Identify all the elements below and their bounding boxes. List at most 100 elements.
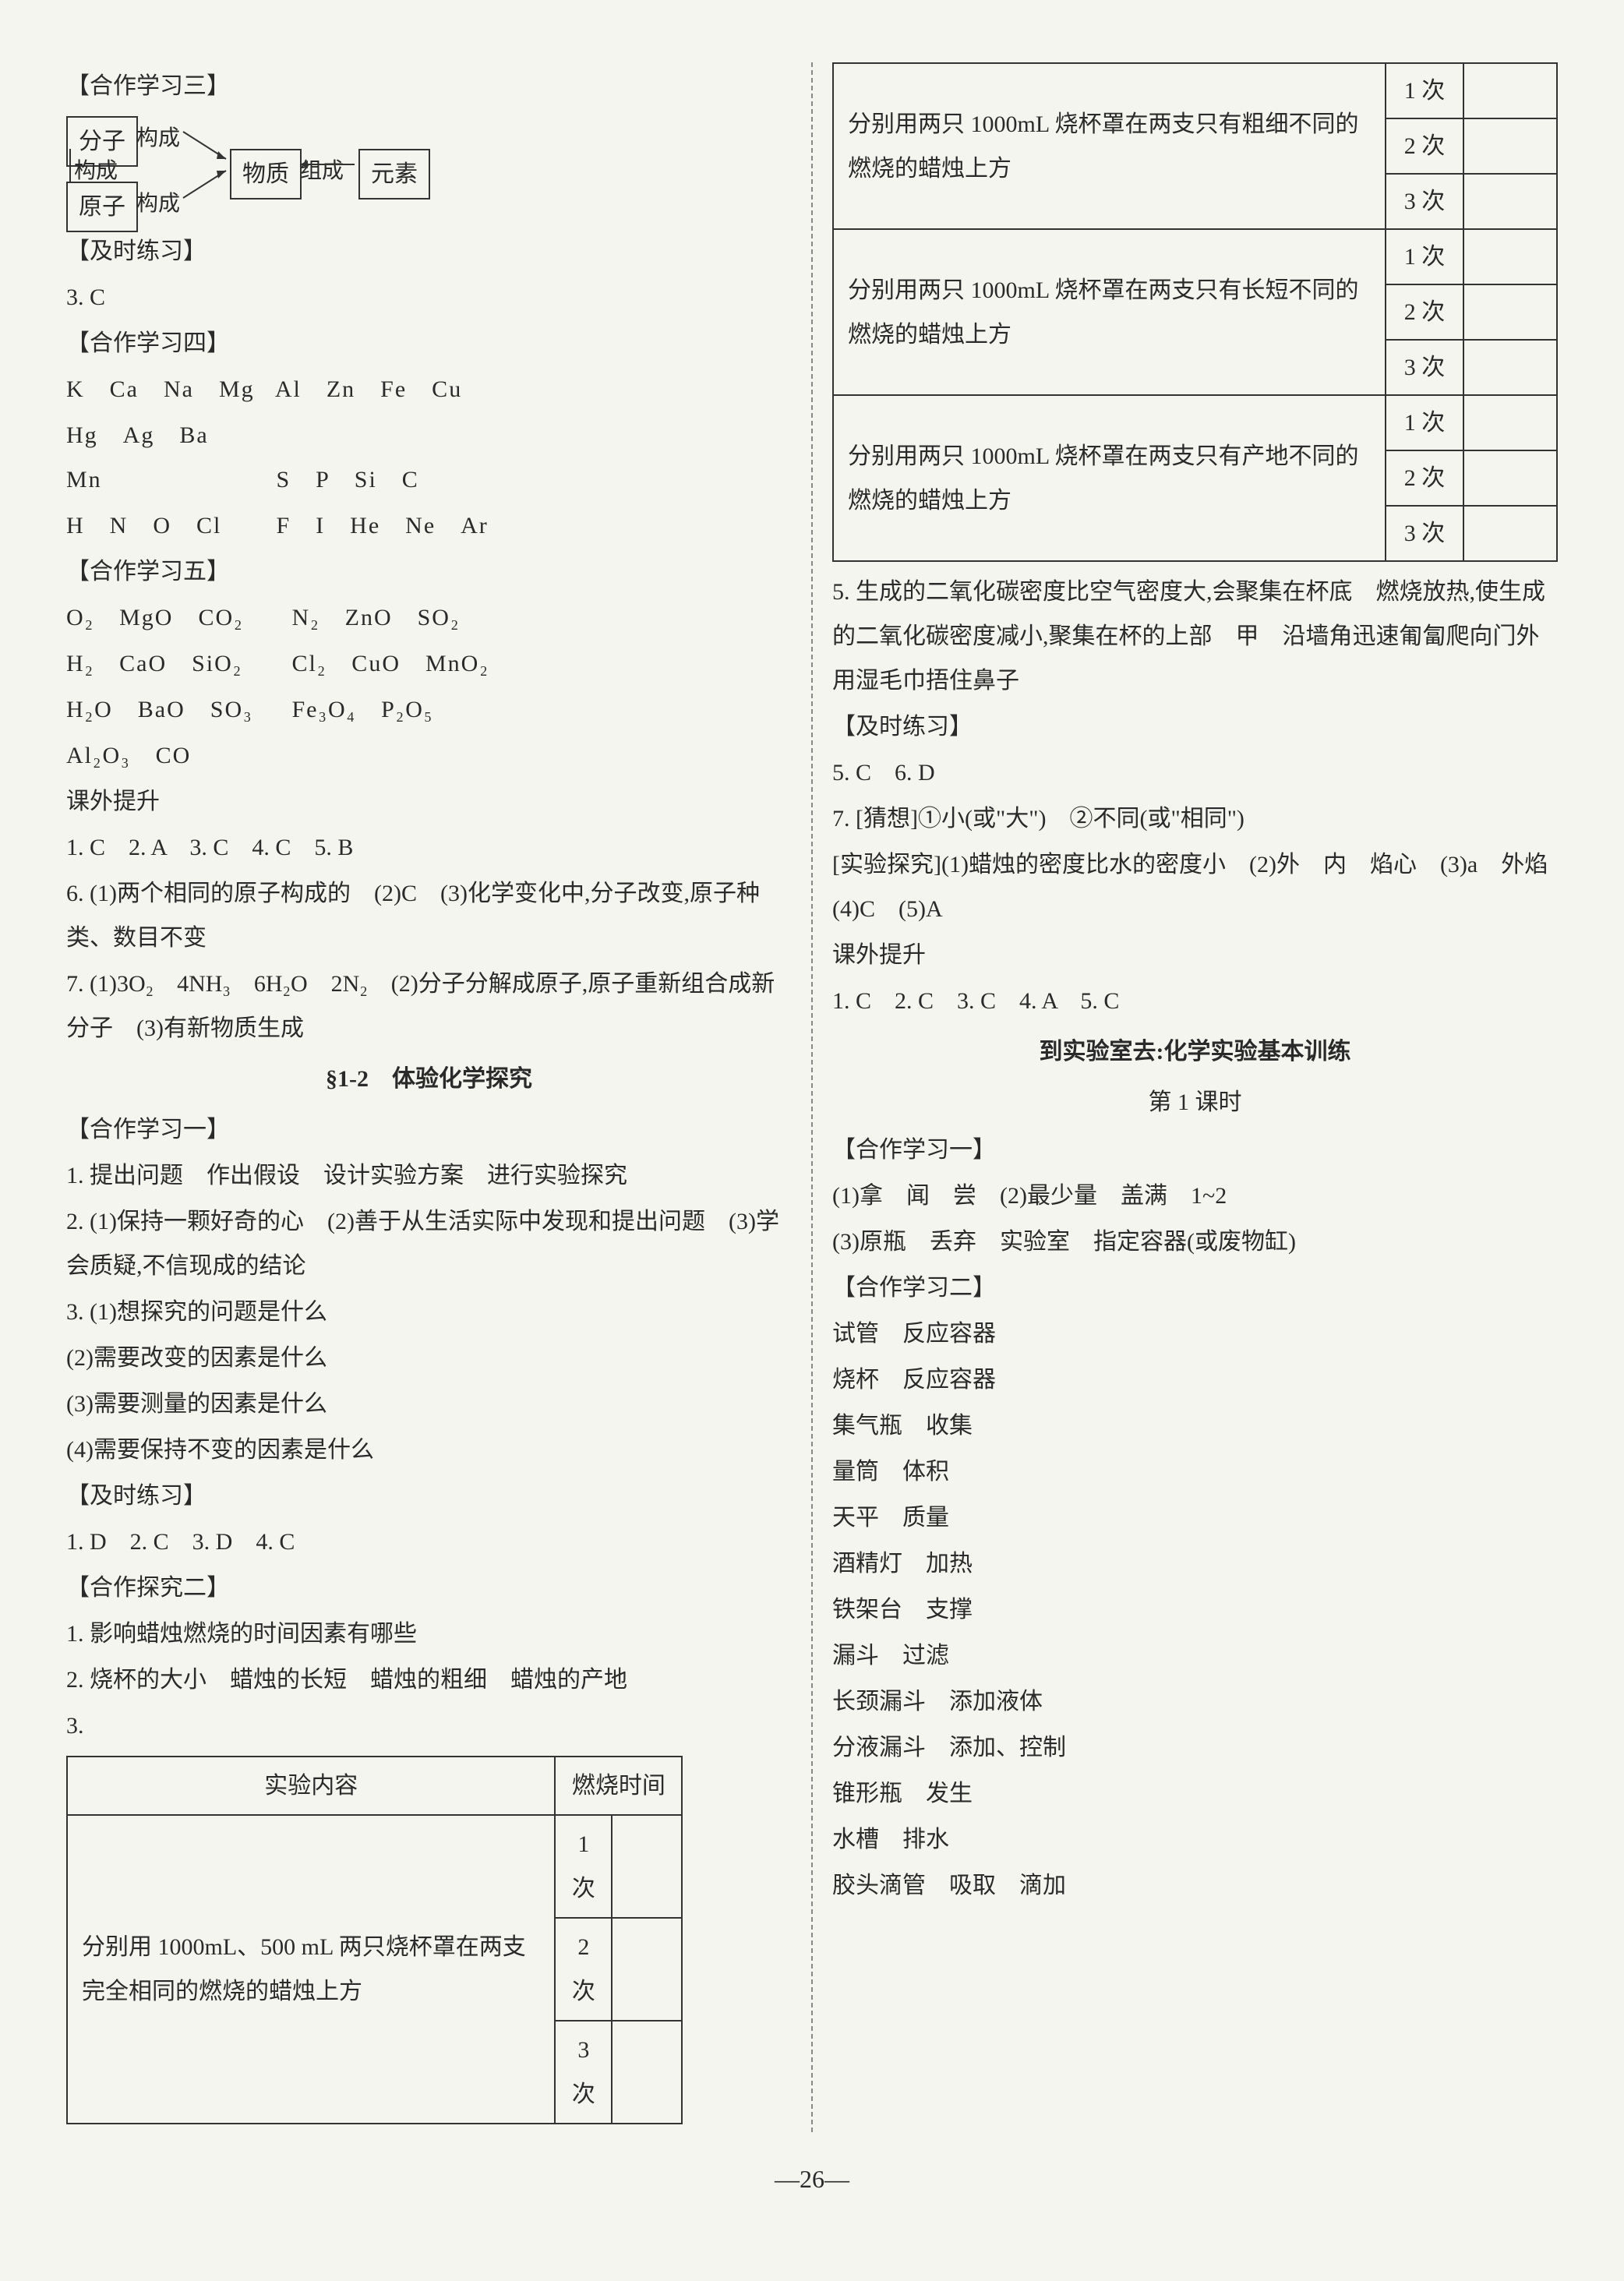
tanjiu-line: 1. 影响蜡烛燃烧的时间因素有哪些 [66, 1612, 792, 1656]
kewai-answers: 1. C 2. A 3. C 4. C 5. B [66, 825, 792, 870]
jishi3-answers: 5. C 6. D [832, 750, 1558, 795]
section-header-jishi1: 【及时练习】 [66, 229, 792, 274]
item-7-guess: 7. [猜想]①小(或"大") ②不同(或"相同") [832, 796, 1558, 841]
concept-diagram: 分子 构成 原子 构成 构成 物质 组成 元素 [66, 116, 792, 217]
lab2-item: 酒精灯 加热 [832, 1541, 1558, 1586]
section-header-jishi3: 【及时练习】 [832, 704, 1558, 749]
section-header-hezuo-s2-1: 【合作学习一】 [66, 1107, 792, 1152]
table-count-cell: 2 次 [1386, 118, 1463, 174]
kewai-item6: 6. (1)两个相同的原子构成的 (2)C (3)化学变化中,分子改变,原子种类… [66, 871, 792, 960]
lab2-item: 水槽 排水 [832, 1817, 1558, 1862]
table-count-cell: 3 次 [1386, 174, 1463, 229]
kewai2-answers: 1. C 2. C 3. C 4. A 5. C [832, 979, 1558, 1023]
lab2-item: 长颈漏斗 添加液体 [832, 1679, 1558, 1724]
table-blank-cell [612, 1918, 682, 2021]
elem-cell: K Ca Na Mg [66, 367, 269, 411]
section-header-hezuo3: 【合作学习三】 [66, 64, 792, 108]
table-blank-cell [1463, 118, 1557, 174]
lab1-line: (3)原瓶 丢弃 实验室 指定容器(或废物缸) [832, 1220, 1558, 1264]
elem-cell: S P Si C [277, 467, 419, 493]
comp-cell: Cl₂ CuO MnO₂ [292, 651, 489, 676]
table-count-cell: 1 次 [1386, 229, 1463, 284]
table-blank-cell [1463, 174, 1557, 229]
lab2-item: 量筒 体积 [832, 1449, 1558, 1494]
jishi1-item: 3. C [66, 275, 792, 320]
hezuo-s2-line: (2)需要改变的因素是什么 [66, 1336, 792, 1380]
item-7-experiment: [实验探究](1)蜡烛的密度比水的密度小 (2)外 内 焰心 (3)a 外焰 (… [832, 842, 1558, 931]
table-blank-cell [1463, 395, 1557, 450]
section-header-kewai1: 课外提升 [66, 779, 792, 824]
item-5: 5. 生成的二氧化碳密度比空气密度大,会聚集在杯底 燃烧放热,使生成的二氧化碳密… [832, 570, 1558, 703]
tanjiu-line: 2. 烧杯的大小 蜡烛的长短 蜡烛的粗细 蜡烛的产地 [66, 1658, 792, 1702]
table-count-cell: 1 次 [1386, 395, 1463, 450]
lab2-item: 天平 质量 [832, 1495, 1558, 1540]
elem-cell: H N O Cl [66, 503, 269, 548]
table-blank-cell [1463, 340, 1557, 395]
comp-cell: O₂ MgO CO₂ [66, 595, 284, 640]
section-header-jishi2: 【及时练习】 [66, 1474, 792, 1518]
comp-cell: H₂O BaO SO₃ [66, 687, 284, 732]
table-header-row: 实验内容 燃烧时间 [67, 1757, 682, 1815]
lab2-item: 漏斗 过滤 [832, 1633, 1558, 1678]
lab-section-title: 到实验室去:化学实验基本训练 [832, 1029, 1558, 1074]
lab2-item: 集气瓶 收集 [832, 1404, 1558, 1448]
lab2-item: 试管 反应容器 [832, 1312, 1558, 1356]
table-count-cell: 1 次 [1386, 63, 1463, 118]
lab2-item: 铁架台 支撑 [832, 1587, 1558, 1632]
experiment-table-1: 实验内容 燃烧时间 分别用 1000mL、500 mL 两只烧杯罩在两支完全相同… [66, 1756, 683, 2124]
tanjiu-line: 3. [66, 1704, 792, 1748]
page-container: 【合作学习三】 分子 构成 原子 构成 构成 物质 组成 元素 【及时练习】 3… [47, 62, 1577, 2132]
compounds-row: H₂ CaO SiO₂ Cl₂ CuO MnO₂ [66, 641, 792, 686]
compounds-row: Al₂O₃ CO [66, 733, 792, 778]
left-column: 【合作学习三】 分子 构成 原子 构成 构成 物质 组成 元素 【及时练习】 3… [47, 62, 813, 2132]
table-header: 实验内容 [67, 1757, 555, 1815]
lab2-item: 胶头滴管 吸取 滴加 [832, 1863, 1558, 1908]
jishi2-answers: 1. D 2. C 3. D 4. C [66, 1520, 792, 1564]
kewai-item7: 7. (1)3O₂ 4NH₃ 6H₂O 2N₂ (2)分子分解成原子,原子重新组… [66, 962, 792, 1050]
table-header: 燃烧时间 [555, 1757, 682, 1815]
lab2-item: 烧杯 反应容器 [832, 1358, 1558, 1402]
table-desc-cell: 分别用两只 1000mL 烧杯罩在两支只有产地不同的燃烧的蜡烛上方 [833, 395, 1386, 561]
elem-cell: Hg Ag Ba Mn [66, 413, 269, 502]
section-header-kewai2: 课外提升 [832, 933, 1558, 977]
elements-row: Hg Ag Ba Mn S P Si C [66, 413, 792, 502]
section-header-hezuo-lab2: 【合作学习二】 [832, 1266, 1558, 1310]
comp-cell: N₂ ZnO SO₂ [292, 605, 461, 630]
table-row: 分别用两只 1000mL 烧杯罩在两支只有长短不同的燃烧的蜡烛上方 1 次 [833, 229, 1557, 284]
table-blank-cell [612, 1815, 682, 1918]
table-blank-cell [612, 2021, 682, 2124]
hezuo-s2-line: 2. (1)保持一颗好奇的心 (2)善于从生活实际中发现和提出问题 (3)学会质… [66, 1199, 792, 1288]
lab1-line: (1)拿 闻 尝 (2)最少量 盖满 1~2 [832, 1174, 1558, 1218]
elem-cell: Al Zn Fe Cu [275, 376, 462, 402]
table-count-cell: 2 次 [555, 1918, 612, 2021]
table-blank-cell [1463, 229, 1557, 284]
table-desc-cell: 分别用两只 1000mL 烧杯罩在两支只有粗细不同的燃烧的蜡烛上方 [833, 63, 1386, 229]
compounds-row: H₂O BaO SO₃ Fe₃O₄ P₂O₅ [66, 687, 792, 732]
table-count-cell: 2 次 [1386, 450, 1463, 506]
lab2-item: 锥形瓶 发生 [832, 1771, 1558, 1816]
hezuo-s2-line: (3)需要测量的因素是什么 [66, 1382, 792, 1426]
table-row: 分别用两只 1000mL 烧杯罩在两支只有产地不同的燃烧的蜡烛上方 1 次 [833, 395, 1557, 450]
hezuo-s2-line: (4)需要保持不变的因素是什么 [66, 1428, 792, 1472]
table-desc-cell: 分别用 1000mL、500 mL 两只烧杯罩在两支完全相同的燃烧的蜡烛上方 [67, 1815, 555, 2124]
elements-row: K Ca Na Mg Al Zn Fe Cu [66, 367, 792, 411]
table-blank-cell [1463, 284, 1557, 340]
table-count-cell: 3 次 [1386, 340, 1463, 395]
lab2-item: 分液漏斗 添加、控制 [832, 1725, 1558, 1770]
elements-row: H N O Cl F I He Ne Ar [66, 503, 792, 548]
section-header-hezuo4: 【合作学习四】 [66, 321, 792, 365]
table-count-cell: 3 次 [1386, 506, 1463, 561]
section-header-hezuotanjiu2: 【合作探究二】 [66, 1566, 792, 1610]
comp-cell: Fe₃O₄ P₂O₅ [292, 697, 434, 722]
comp-cell: H₂ CaO SiO₂ [66, 641, 284, 686]
section-header-hezuo5: 【合作学习五】 [66, 549, 792, 594]
table-count-cell: 2 次 [1386, 284, 1463, 340]
table-row: 分别用 1000mL、500 mL 两只烧杯罩在两支完全相同的燃烧的蜡烛上方 1… [67, 1815, 682, 1918]
table-row: 分别用两只 1000mL 烧杯罩在两支只有粗细不同的燃烧的蜡烛上方 1 次 [833, 63, 1557, 118]
table-blank-cell [1463, 506, 1557, 561]
compounds-row: O₂ MgO CO₂ N₂ ZnO SO₂ [66, 595, 792, 640]
section-header-hezuo-lab1: 【合作学习一】 [832, 1128, 1558, 1172]
page-number: —26— [47, 2156, 1577, 2203]
diagram-arrows [66, 116, 456, 217]
table-count-cell: 3 次 [555, 2021, 612, 2124]
